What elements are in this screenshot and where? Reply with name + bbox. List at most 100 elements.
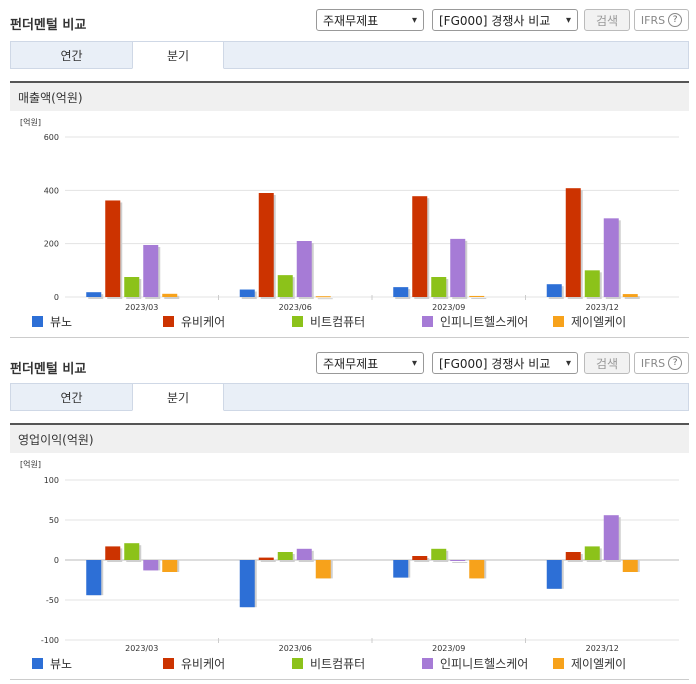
peer-group-value: [FG000] 경쟁사 비교 <box>439 356 551 371</box>
bar-shadow <box>471 297 487 299</box>
legend-label: 비트컴퓨터 <box>310 657 366 671</box>
y-tick-label: 50 <box>49 516 59 525</box>
section-title: 펀더멘털 비교 <box>10 18 87 33</box>
bar <box>622 294 638 297</box>
ifrs-button[interactable]: IFRS? <box>634 352 689 374</box>
statement-type-select[interactable]: 주재무제표 ▾ <box>316 9 424 31</box>
legend-label: 제이엘케이 <box>571 657 627 671</box>
bar <box>393 287 409 297</box>
help-icon: ? <box>668 13 683 27</box>
legend-item[interactable]: 뷰노 <box>32 313 72 330</box>
bar <box>105 200 121 297</box>
legend-swatch <box>553 658 564 669</box>
legend-item[interactable]: 제이엘케이 <box>553 313 626 330</box>
ifrs-label: IFRS <box>640 356 666 370</box>
chart-divider <box>10 337 689 338</box>
legend-swatch <box>292 658 303 669</box>
chevron-down-icon: ▾ <box>565 14 571 26</box>
bar <box>546 560 562 589</box>
y-tick-label: -50 <box>46 596 59 605</box>
peer-group-select[interactable]: [FG000] 경쟁사 비교 ▾ <box>432 9 578 31</box>
bar <box>584 270 600 297</box>
bar-shadow <box>452 562 468 563</box>
search-button[interactable]: 검색 <box>584 352 630 374</box>
bar <box>124 277 140 297</box>
peer-group-select[interactable]: [FG000] 경쟁사 비교 ▾ <box>432 352 578 374</box>
bar <box>393 560 409 578</box>
legend-label: 인피니트헬스케어 <box>440 657 529 671</box>
bar <box>277 552 293 560</box>
tab-quarterly[interactable]: 분기 <box>132 41 224 69</box>
bar <box>86 292 102 297</box>
bar-shadow <box>164 295 180 299</box>
x-tick-label: 2023/12 <box>586 644 619 653</box>
chevron-down-icon: ▾ <box>411 357 417 369</box>
legend-item[interactable]: 비트컴퓨터 <box>292 655 365 672</box>
search-button[interactable]: 검색 <box>584 9 630 31</box>
x-tick-label: 2023/06 <box>279 644 312 653</box>
bar <box>565 552 581 560</box>
legend-label: 유비케어 <box>181 315 226 329</box>
legend-swatch <box>32 316 43 327</box>
unit-label: [억원] <box>20 459 41 469</box>
tab-quarterly[interactable]: 분기 <box>132 383 224 411</box>
bar-shadow <box>317 298 333 300</box>
legend-item[interactable]: 인피니트헬스케어 <box>422 655 528 672</box>
section-title: 펀더멘털 비교 <box>10 362 87 377</box>
chart-box: 영업이익(억원) <box>10 423 689 453</box>
bar <box>412 196 428 297</box>
bar <box>450 560 466 561</box>
bar <box>258 193 274 297</box>
ifrs-label: IFRS <box>640 13 666 27</box>
legend-label: 뷰노 <box>50 657 73 671</box>
bar <box>431 277 447 297</box>
bar <box>603 218 619 297</box>
legend-item[interactable]: 비트컴퓨터 <box>292 313 365 330</box>
bar-shadow <box>260 559 276 562</box>
period-tabs: 연간 분기 <box>10 383 689 411</box>
legend-label: 비트컴퓨터 <box>310 315 366 329</box>
unit-label: [억원] <box>20 117 41 127</box>
legend-item[interactable]: 유비케어 <box>163 313 225 330</box>
statement-type-value: 주재무제표 <box>323 356 379 371</box>
peer-group-value: [FG000] 경쟁사 비교 <box>439 13 551 28</box>
bar <box>86 560 102 596</box>
legend-label: 제이엘케이 <box>571 315 627 329</box>
legend-swatch <box>422 316 433 327</box>
bar <box>124 543 140 560</box>
bar <box>469 295 485 297</box>
legend-label: 유비케어 <box>181 657 226 671</box>
chart-title: 영업이익(억원) <box>10 425 689 453</box>
y-tick-label: 400 <box>44 186 59 195</box>
legend-label: 인피니트헬스케어 <box>440 315 529 329</box>
legend-swatch <box>553 316 564 327</box>
x-tick-label: 2023/03 <box>125 303 158 312</box>
help-icon: ? <box>668 356 683 370</box>
y-tick-label: 100 <box>44 476 59 485</box>
bar <box>603 515 619 560</box>
bar <box>296 548 312 560</box>
chart-divider <box>10 679 689 680</box>
tab-annual[interactable]: 연간 <box>60 48 83 63</box>
statement-type-value: 주재무제표 <box>323 13 379 28</box>
x-tick-label: 2023/09 <box>432 644 465 653</box>
legend-item[interactable]: 제이엘케이 <box>553 655 626 672</box>
legend-swatch <box>422 658 433 669</box>
legend-item[interactable]: 뷰노 <box>32 655 72 672</box>
statement-type-select[interactable]: 주재무제표 ▾ <box>316 352 424 374</box>
chart-title: 매출액(억원) <box>10 83 689 111</box>
period-tabs: 연간 분기 <box>10 41 689 69</box>
sales-chart: [억원] 0 200 400 600 2023/03 2023/06 2023/09 2023/… <box>20 117 679 312</box>
legend-item[interactable]: 인피니트헬스케어 <box>422 313 528 330</box>
legend-label: 뷰노 <box>50 315 73 329</box>
bar <box>412 556 428 560</box>
y-tick-label: 600 <box>44 133 59 142</box>
bar <box>450 238 466 297</box>
tab-annual[interactable]: 연간 <box>60 390 83 405</box>
legend-swatch <box>163 658 174 669</box>
bar <box>162 560 178 572</box>
legend-item[interactable]: 유비케어 <box>163 655 225 672</box>
ifrs-button[interactable]: IFRS? <box>634 9 689 31</box>
y-tick-label: 0 <box>54 293 59 302</box>
bar <box>143 560 159 571</box>
